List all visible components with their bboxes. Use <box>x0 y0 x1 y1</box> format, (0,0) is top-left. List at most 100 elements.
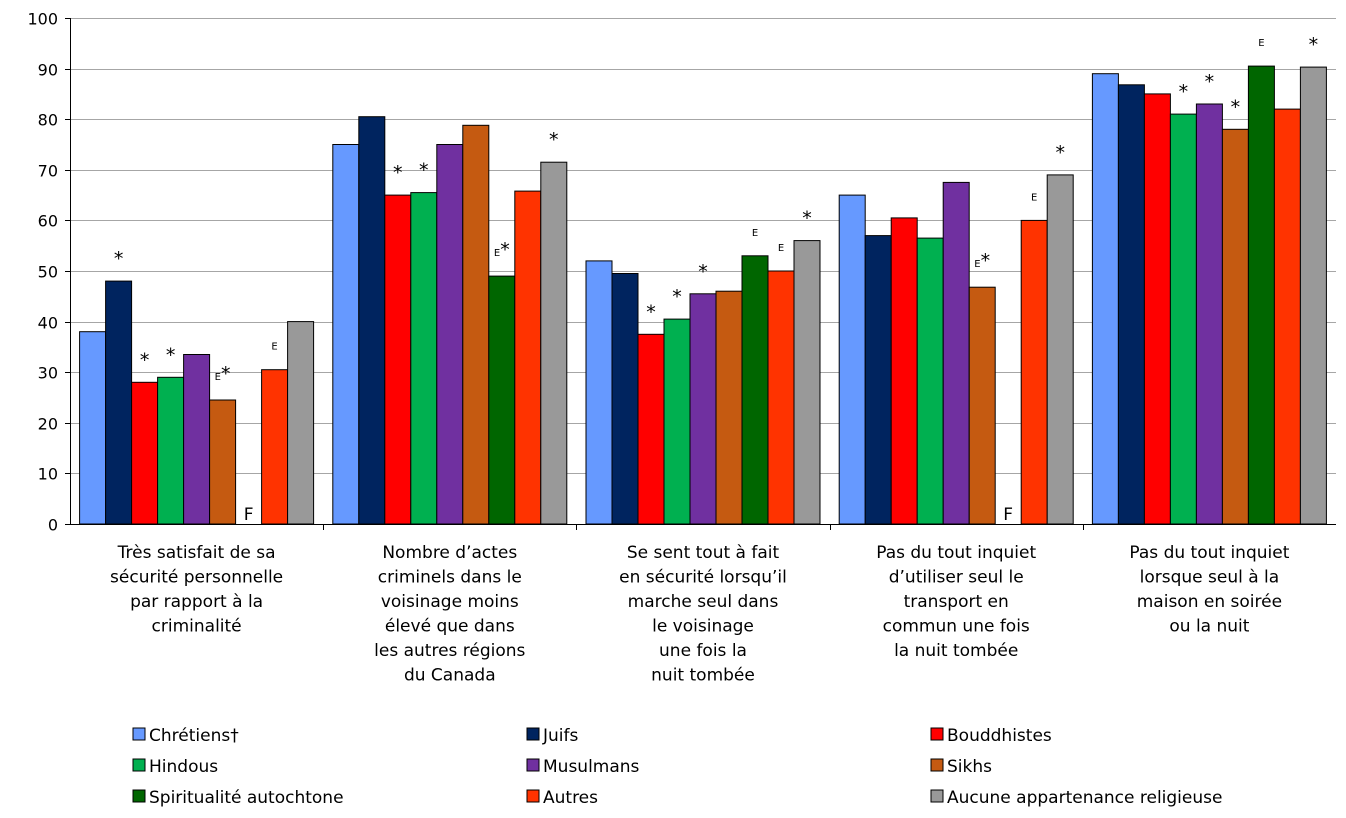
legend-label: Spiritualité autochtone <box>149 788 344 808</box>
bar <box>1046 174 1074 525</box>
legend-swatch <box>526 789 540 803</box>
bar <box>585 260 613 525</box>
bar <box>157 376 185 525</box>
bar <box>462 124 490 525</box>
bar-annotation: * <box>1205 71 1215 93</box>
y-tick-label: 10 <box>38 465 58 484</box>
y-tick-label: 100 <box>27 10 58 29</box>
legend-item: Spiritualité autochtone <box>132 788 344 808</box>
bar <box>131 381 159 525</box>
legend-label: Aucune appartenance religieuse <box>947 788 1222 808</box>
legend-label: Chrétiens† <box>149 726 239 746</box>
bar <box>1221 128 1249 525</box>
legend-label: Hindous <box>149 757 218 777</box>
category-label: Se sent tout à fait en sécurité lorsqu’il… <box>619 543 787 686</box>
bar <box>488 275 516 525</box>
bar <box>261 369 289 525</box>
bar <box>287 321 315 525</box>
legend-item: Bouddhistes <box>930 726 1052 746</box>
bar-annotation: * <box>549 129 559 151</box>
bar-annotation: * <box>672 286 682 308</box>
category-labels: Très satisfait de sa sécurité personnelle… <box>110 543 1290 686</box>
bar <box>540 161 568 525</box>
bar <box>663 318 691 525</box>
legend-item: Juifs <box>526 726 578 746</box>
bar-annotation: * <box>393 162 403 184</box>
bar <box>715 290 743 525</box>
legend-item: Musulmans <box>526 757 640 777</box>
legend-label: Autres <box>543 788 598 808</box>
bar-annotation: * <box>1231 96 1241 118</box>
bar-annotation: * <box>802 208 812 230</box>
y-tick-label: 30 <box>38 364 58 383</box>
bar-annotation: * <box>166 344 176 366</box>
bar-annotation: * <box>698 261 708 283</box>
bar-annotation: * <box>1055 142 1065 164</box>
legend-label: Juifs <box>542 726 578 746</box>
bar <box>209 399 237 525</box>
category-label: Pas du tout inquiet lorsque seul à la mais… <box>1129 543 1289 637</box>
bar-annotation: * <box>114 248 124 270</box>
legend-item: Chrétiens† <box>132 726 239 746</box>
bar <box>637 333 665 525</box>
y-tick-label: 70 <box>38 162 58 181</box>
bar <box>1117 84 1145 525</box>
legend-swatch <box>930 789 944 803</box>
bar <box>1195 103 1223 525</box>
bar-annotation: E* <box>215 363 231 385</box>
bar-annotation: E <box>752 228 758 239</box>
legend-item: Sikhs <box>930 757 992 777</box>
bar <box>864 235 892 525</box>
bar <box>968 286 996 525</box>
category-label: Très satisfait de sa sécurité personnelle… <box>110 543 283 637</box>
bar <box>436 144 464 525</box>
bar-annotation: E <box>778 243 784 254</box>
legend-swatch <box>132 727 146 741</box>
legend-label: Sikhs <box>947 757 992 777</box>
legend-swatch <box>526 758 540 772</box>
y-tick-label: 90 <box>38 61 58 80</box>
bar <box>358 116 386 525</box>
legend-swatch <box>930 758 944 772</box>
axes: 0 10 20 30 40 50 60 70 80 90 100 <box>27 10 1336 535</box>
bar <box>916 237 944 525</box>
bar <box>183 354 211 525</box>
bar-annotation: * <box>1179 81 1189 103</box>
legend-item: Aucune appartenance religieuse <box>930 788 1222 808</box>
bar <box>1020 219 1048 525</box>
bar-annotation: * <box>646 301 656 323</box>
legend-swatch <box>132 789 146 803</box>
bar-annotation: E* <box>974 250 990 272</box>
bar <box>1169 113 1197 525</box>
bar-annotation: * <box>1309 34 1319 56</box>
bar-annotation: E <box>1031 192 1037 203</box>
bar <box>793 240 821 525</box>
y-tick-label: 0 <box>48 516 58 535</box>
bar <box>1273 108 1301 525</box>
bar <box>384 194 412 525</box>
bar <box>767 270 795 525</box>
bar-annotation: F <box>1003 505 1013 525</box>
bar <box>410 192 438 525</box>
y-tick-label: 40 <box>38 314 58 333</box>
legend-swatch <box>526 727 540 741</box>
legend: Chrétiens† Juifs Bouddhistes Hindous Musulma… <box>132 726 1222 808</box>
y-tick-label: 60 <box>38 212 58 231</box>
bar <box>514 190 542 525</box>
legend-label: Bouddhistes <box>947 726 1052 746</box>
bar <box>689 293 717 525</box>
bar-annotation: * <box>419 160 429 182</box>
bar <box>105 280 133 525</box>
bar-annotation: E <box>271 342 277 353</box>
y-tick-label: 20 <box>38 415 58 434</box>
legend-swatch <box>930 727 944 741</box>
bar <box>611 273 639 525</box>
bar-annotation: E <box>1258 38 1264 49</box>
category-label: Pas du tout inquiet d’utiliser seul le tra… <box>876 543 1036 661</box>
bar <box>332 144 360 525</box>
bar-annotation: E* <box>494 239 510 261</box>
bar-annotation: * <box>140 349 150 371</box>
bar <box>741 255 769 525</box>
